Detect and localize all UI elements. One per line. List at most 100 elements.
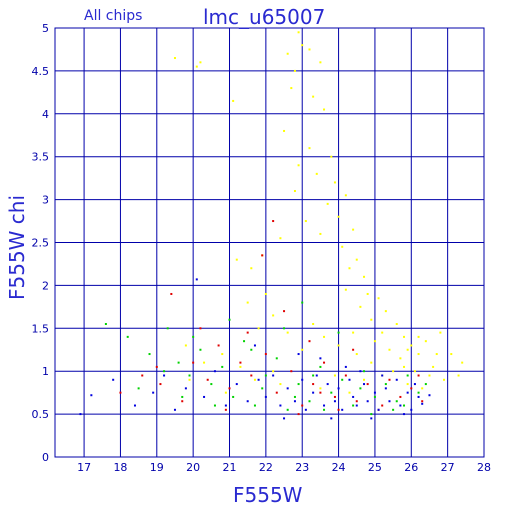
data-point <box>297 31 300 34</box>
data-point <box>308 340 311 343</box>
data-point <box>333 181 336 184</box>
data-point <box>450 353 453 356</box>
data-point <box>224 404 227 407</box>
data-point <box>348 391 351 394</box>
y-tick-label: 0.5 <box>32 408 50 421</box>
data-point <box>203 361 206 364</box>
data-point <box>366 292 369 295</box>
data-point <box>275 391 278 394</box>
data-point <box>272 374 275 377</box>
data-point <box>410 387 413 390</box>
data-point <box>232 395 235 398</box>
data-point <box>279 237 282 240</box>
data-point <box>457 374 460 377</box>
data-point <box>235 383 238 386</box>
data-point <box>246 400 249 403</box>
data-point <box>370 318 373 321</box>
tick-labels: 17 18 19 20 21 22 23 24 25 26 27 28 0 0.5 1 1.5 2 2.5 3 3.5… <box>32 22 492 474</box>
data-point <box>341 408 344 411</box>
data-point <box>257 327 260 330</box>
data-point <box>199 348 202 351</box>
chart-subtitle: All chips <box>84 8 142 24</box>
data-point <box>275 357 278 360</box>
data-point <box>312 374 315 377</box>
data-point <box>363 378 366 381</box>
data-point <box>363 370 366 373</box>
y-tick-label: 2 <box>42 279 49 292</box>
data-point <box>297 413 300 416</box>
data-point <box>359 305 362 308</box>
chart-title: lmc_u65007 <box>203 5 325 29</box>
data-point <box>337 215 340 218</box>
data-point <box>79 413 82 416</box>
data-point <box>141 374 144 377</box>
data-point <box>243 340 246 343</box>
y-tick-label: 4.5 <box>32 65 50 78</box>
data-point <box>235 258 238 261</box>
data-point <box>293 190 296 193</box>
data-point <box>366 400 369 403</box>
data-point <box>337 408 340 411</box>
y-tick-label: 1 <box>42 365 49 378</box>
data-point <box>399 395 402 398</box>
x-tick-label: 22 <box>259 461 273 474</box>
data-point <box>228 387 231 390</box>
data-point <box>355 258 358 261</box>
data-point <box>239 365 242 368</box>
data-point <box>373 391 376 394</box>
x-tick-label: 18 <box>113 461 127 474</box>
data-point <box>283 327 286 330</box>
x-tick-label: 23 <box>295 461 309 474</box>
data-point <box>428 394 431 397</box>
data-point <box>373 340 376 343</box>
data-point <box>232 99 235 102</box>
x-axis-label: F555W <box>233 483 303 507</box>
data-points <box>79 31 464 420</box>
data-point <box>203 395 206 398</box>
data-point <box>206 378 209 381</box>
data-point <box>159 383 162 386</box>
data-point <box>290 87 293 90</box>
data-point <box>381 331 384 334</box>
data-point <box>126 335 129 338</box>
x-tick-label: 21 <box>223 461 237 474</box>
data-point <box>384 387 387 390</box>
data-point <box>352 348 355 351</box>
data-point <box>290 370 293 373</box>
data-point <box>384 383 387 386</box>
data-point <box>199 327 202 330</box>
data-point <box>370 417 373 420</box>
data-point <box>166 327 169 330</box>
data-point <box>224 408 227 411</box>
data-point <box>192 361 195 364</box>
data-point <box>392 408 395 411</box>
data-point <box>410 344 413 347</box>
data-point <box>352 404 355 407</box>
data-point <box>439 331 442 334</box>
data-point <box>377 408 380 411</box>
y-tick-label: 2.5 <box>32 237 50 250</box>
data-point <box>261 254 264 257</box>
data-point <box>224 391 227 394</box>
data-point <box>112 378 115 381</box>
data-point <box>283 129 286 132</box>
data-point <box>228 318 231 321</box>
data-point <box>297 353 300 356</box>
x-tick-label: 20 <box>186 461 200 474</box>
y-tick-label: 5 <box>42 22 49 35</box>
data-point <box>188 374 191 377</box>
data-point <box>355 404 358 407</box>
data-point <box>137 387 140 390</box>
data-point <box>119 391 122 394</box>
data-point <box>312 383 315 386</box>
data-point <box>170 292 173 295</box>
data-point <box>388 348 391 351</box>
data-point <box>319 357 322 360</box>
data-point <box>326 202 329 205</box>
data-point <box>301 348 304 351</box>
data-point <box>301 378 304 381</box>
data-point <box>90 394 93 397</box>
data-point <box>417 391 420 394</box>
data-point <box>417 353 420 356</box>
